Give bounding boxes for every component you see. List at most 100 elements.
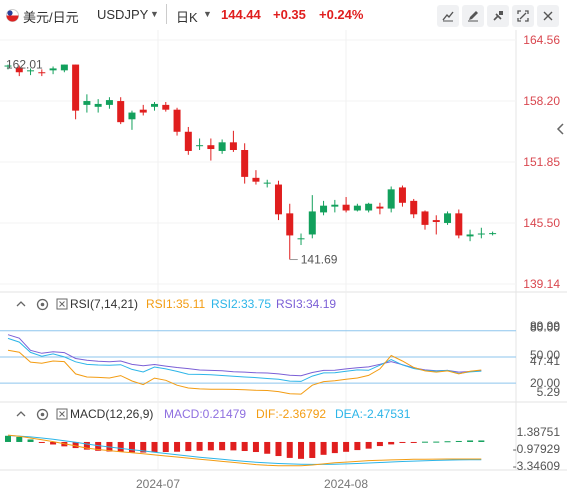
candle — [365, 202, 373, 213]
candle — [27, 68, 35, 76]
macd-histogram-bar — [241, 441, 248, 452]
candle-body — [60, 64, 68, 71]
candle-body — [27, 70, 35, 72]
expand-left-icon[interactable] — [553, 122, 567, 136]
candle — [421, 210, 429, 230]
candle-body — [421, 211, 429, 225]
candle — [320, 200, 328, 216]
candle-body — [252, 177, 260, 182]
candle-body — [331, 204, 339, 207]
draw-tool-icon[interactable] — [462, 5, 484, 27]
fullscreen-icon[interactable] — [512, 5, 534, 27]
rsi-axis-label: 47.41 — [530, 354, 560, 368]
candle-body — [241, 150, 249, 177]
macd-histogram-bar — [264, 441, 271, 454]
candle — [207, 138, 215, 161]
rsi-settings-icon[interactable] — [35, 297, 49, 311]
candle-body — [117, 101, 125, 123]
candle — [489, 231, 497, 236]
dif-label: DIF:-2.36792 — [256, 407, 327, 421]
candle — [252, 170, 260, 185]
period-dropdown-icon[interactable]: ▼ — [203, 9, 212, 19]
rsi-axis-label: 5.29 — [537, 385, 561, 399]
rsi-axis-label: 50.00 — [530, 348, 560, 362]
candle-body — [151, 103, 159, 107]
candle-body — [218, 142, 226, 151]
candle-body — [49, 68, 57, 71]
macd-histogram-bar — [207, 441, 214, 451]
macd-histogram-bar — [72, 441, 79, 449]
macd-histogram-bar — [467, 440, 474, 442]
chart-header: 美元/日元 USDJPY ▼ 日K ▼ 144.44 +0.35 +0.24% — [0, 0, 567, 30]
macd-settings-icon[interactable] — [35, 407, 49, 421]
candle — [466, 229, 474, 242]
macd-close-icon[interactable] — [55, 407, 69, 421]
candle-body — [105, 100, 113, 105]
rsi3-label: RSI3:34.19 — [276, 297, 337, 311]
candle — [105, 97, 113, 109]
last-price: 144.44 — [221, 7, 261, 22]
macd-histogram-bar — [298, 441, 305, 459]
period-selector[interactable]: 日K — [176, 10, 198, 25]
candle — [49, 66, 57, 75]
max-price-label: 162.01 — [6, 57, 43, 71]
macd-histogram-bar — [331, 441, 338, 454]
macd-histogram-bar — [95, 441, 102, 451]
candle-body — [229, 142, 237, 151]
candle — [353, 203, 361, 212]
rsi-close-icon[interactable] — [55, 297, 69, 311]
close-icon[interactable] — [537, 5, 559, 27]
candle-body — [72, 64, 80, 111]
candle — [128, 110, 136, 130]
candle-body — [184, 131, 192, 151]
candle-body — [286, 213, 294, 236]
candle-body — [466, 234, 474, 237]
symbol-code[interactable]: USDJPY — [97, 7, 149, 22]
macd-histogram-bar — [410, 441, 417, 443]
macd-histogram-bar — [388, 441, 395, 445]
dea-label: DEA:-2.47531 — [335, 407, 411, 421]
macd-histogram-bar — [117, 441, 124, 453]
candle-body — [139, 109, 147, 113]
rsi3-line — [7, 334, 482, 377]
macd-histogram-bar — [343, 441, 350, 452]
macd-histogram-bar — [128, 441, 135, 453]
price-axis-label: 158.20 — [523, 94, 560, 108]
price-change: +0.35 — [273, 7, 306, 22]
candle — [173, 107, 181, 136]
line-tool-icon[interactable] — [437, 5, 459, 27]
candle — [444, 211, 452, 225]
candle — [477, 227, 485, 239]
candle — [151, 102, 159, 111]
candle-body — [320, 205, 328, 213]
magnet-icon[interactable] — [487, 5, 509, 27]
candle-body — [94, 103, 102, 107]
symbol-dropdown-icon[interactable]: ▼ — [150, 9, 159, 19]
candle — [398, 185, 406, 207]
rsi-axis-label: 20.00 — [530, 376, 560, 390]
candle — [83, 94, 91, 113]
candle — [263, 179, 271, 188]
collapse-rsi-icon[interactable] — [14, 297, 28, 311]
macd-histogram-bar — [376, 441, 383, 447]
macd-histogram-bar — [38, 441, 45, 443]
candle-body — [432, 220, 440, 222]
candle — [432, 215, 440, 235]
collapse-macd-icon[interactable] — [14, 407, 28, 421]
candle-body — [398, 187, 406, 203]
macd-histogram-bar — [83, 441, 90, 450]
rsi2-label: RSI2:33.75 — [211, 297, 272, 311]
candle — [117, 97, 125, 125]
rsi1-line — [7, 349, 482, 395]
price-axis-label: 139.14 — [523, 277, 560, 291]
candle-body — [274, 184, 282, 215]
candle-body — [15, 67, 23, 73]
symbol-name[interactable]: 美元/日元 — [23, 10, 79, 25]
candle-body — [38, 72, 46, 74]
macd-histogram-bar — [399, 441, 406, 443]
macd-histogram-bar — [196, 441, 203, 451]
macd-histogram-bar — [140, 441, 147, 453]
candle-body — [387, 189, 395, 209]
candle-body — [263, 182, 271, 184]
